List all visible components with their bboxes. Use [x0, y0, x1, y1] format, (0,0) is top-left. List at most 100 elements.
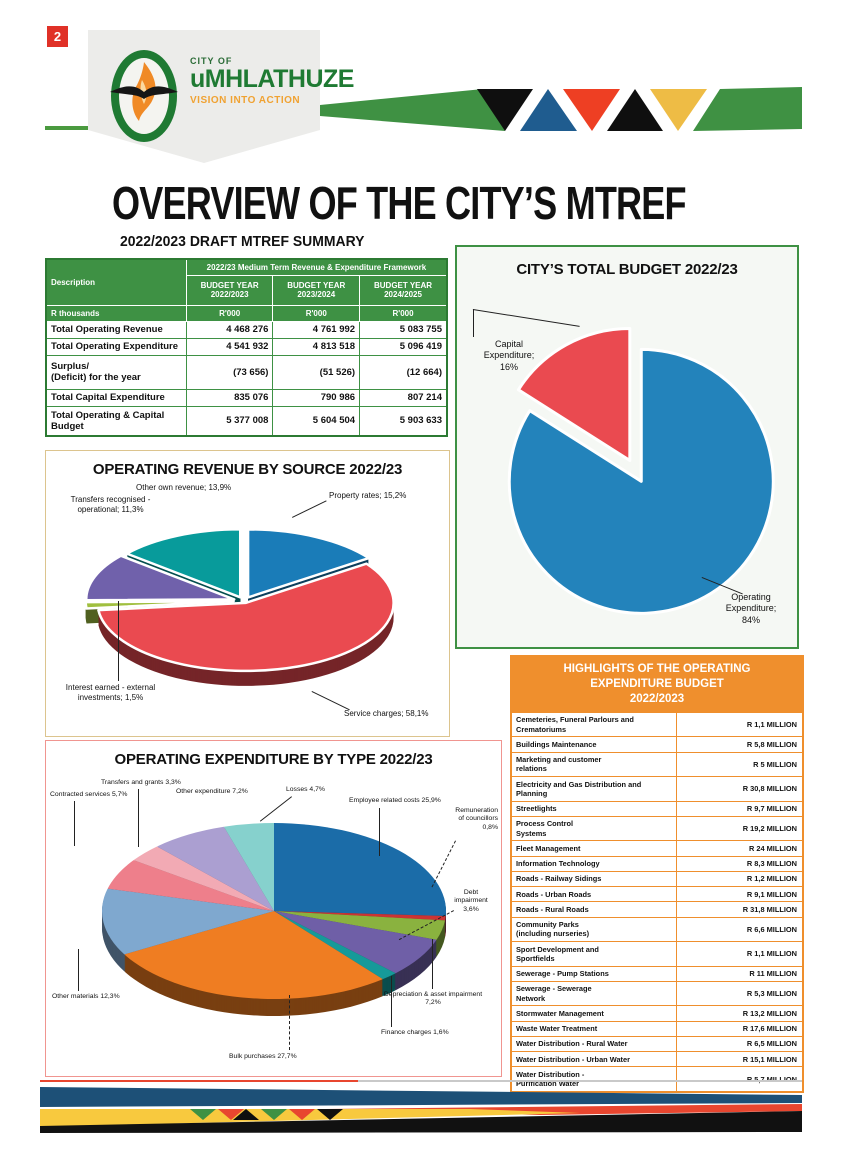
header-green-line [45, 126, 93, 130]
pie-slice [246, 528, 371, 599]
row-value: R 6,5 MILLION [746, 1039, 797, 1049]
pie-slice [274, 911, 396, 980]
cell-value: 4 541 932 [185, 337, 274, 356]
table-row: Buildings Maintenance R 5,8 MILLION [512, 736, 802, 752]
row-label: Marketing and customer relations [512, 752, 677, 777]
cell-value: 790 986 [272, 388, 361, 407]
row-label: Surplus/ (Deficit) for the year [45, 354, 187, 390]
city-budget-chart-box: CITY’S TOTAL BUDGET 2022/23 Capital Expe… [455, 245, 799, 649]
cell-value: 835 076 [185, 388, 274, 407]
row-label: Roads - Rural Roads [512, 902, 677, 917]
cell-value: 5 096 419 [359, 337, 448, 356]
pie-slice [274, 911, 446, 921]
pie-slice [102, 888, 274, 955]
cell-value: (12 664) [359, 354, 448, 390]
summary-table-title: 2022/2023 DRAFT MTREF SUMMARY [120, 233, 365, 250]
table-row: Marketing and customer relations R 5 MILL… [512, 751, 802, 777]
cell-value: 5 377 008 [185, 405, 274, 437]
leader-line [391, 976, 393, 1027]
chart-title: OPERATING REVENUE BY SOURCE 2022/23 [92, 461, 403, 478]
pie-label-other-materials: Other materials 12,3% [52, 993, 120, 1000]
row-label: Cemeteries, Funeral Parlours and Cremato… [512, 712, 677, 737]
summary-unit: R'000 [359, 304, 448, 322]
row-value: R 13,2 MILLION [742, 1008, 797, 1018]
pie-label-remuneration: Remuneration of councillors 0,8% [455, 807, 498, 831]
highlights-title: HIGHLIGHTS OF THE OPERATING EXPENDITURE … [512, 657, 802, 712]
pie-label-bulk-purchases: Bulk purchases 27,7% [229, 1053, 297, 1060]
pie-slice [97, 562, 395, 673]
page-number-badge: 2 [47, 26, 68, 47]
row-label: Process Control Systems [512, 816, 677, 841]
row-label: Roads - Railway Sidings [512, 871, 677, 887]
row-label: Total Operating & Capital Budget [45, 405, 187, 437]
pie-slice [125, 528, 242, 599]
row-value: R 11 MILLION [749, 969, 797, 979]
row-label: Water Distribution - Rural Water [512, 1036, 677, 1052]
logo-text: CITY OF uMHLATHUZE VISION INTO ACTION [190, 56, 354, 107]
pie-label-losses: Losses 4,7% [286, 786, 325, 793]
mtref-summary-table: Description 2022/23 Medium Term Revenue … [45, 258, 448, 437]
table-row: Streetlights R 9,7 MILLION [512, 800, 802, 816]
cell-value: 4 761 992 [272, 320, 361, 339]
logo-tagline: VISION INTO ACTION [190, 95, 301, 107]
footer-banner [40, 1080, 802, 1136]
cell-value: 807 214 [359, 388, 448, 407]
pie-label-property-rates: Property rates; 15,2% [329, 491, 407, 500]
pie-slice [516, 326, 632, 462]
row-value: R 8,3 MILLION [746, 859, 797, 869]
row-label: Water Distribution - Urban Water [512, 1052, 677, 1067]
pie-slice [223, 823, 274, 911]
row-label: Information Technology [512, 856, 677, 871]
pie-label-service-charges: Service charges; 58,1% [344, 709, 429, 718]
leader-line [78, 949, 80, 991]
summary-col-header: BUDGET YEAR 2022/2023 [185, 274, 274, 306]
row-value: R 31,8 MILLION [742, 904, 797, 914]
summary-header-description: Description [45, 258, 187, 306]
leader-line [289, 995, 291, 1050]
expenditure-chart-box: OPERATING EXPENDITURE BY TYPE 2022/23 Co… [45, 740, 502, 1077]
table-row: Water Distribution - Urban Water R 15,1 M… [512, 1051, 802, 1067]
row-label: Sewerage - Pump Stations [512, 966, 677, 981]
cell-value: 4 468 276 [185, 320, 274, 339]
cell-value: (73 656) [185, 354, 274, 390]
revenue-pie-chart [56, 501, 439, 726]
row-label: Buildings Maintenance [512, 737, 677, 752]
pie-label-employee-costs: Employee related costs 25,9% [349, 797, 441, 804]
row-label: Sewerage - Sewerage Network [512, 981, 677, 1006]
row-value: R 1,1 MILLION [746, 949, 797, 959]
pie-label-finance-charges: Finance charges 1,6% [381, 1029, 449, 1036]
row-label: Total Operating Expenditure [45, 337, 187, 356]
row-label: Fleet Management [512, 841, 677, 856]
row-value: R 1,2 MILLION [746, 874, 797, 884]
leader-line [138, 789, 140, 847]
pie-slice [124, 911, 383, 999]
cell-value: 5 903 633 [359, 405, 448, 437]
summary-group-header: 2022/23 Medium Term Revenue & Expenditur… [185, 258, 448, 276]
city-budget-pie-chart [474, 289, 780, 639]
table-row: Roads - Rural Roads R 31,8 MILLION [512, 901, 802, 917]
pie-label-transfers-recognised: Transfers recognised - operational; 11,3… [70, 495, 151, 514]
table-row: Waste Water Treatment R 17,6 MILLION [512, 1020, 802, 1036]
row-value: R 1,1 MILLION [746, 720, 797, 730]
table-row: Fleet Management R 24 MILLION [512, 840, 802, 856]
row-value: R 9,1 MILLION [746, 889, 797, 899]
table-row: Cemeteries, Funeral Parlours and Cremato… [512, 711, 802, 737]
logo-city-of: CITY OF [190, 56, 233, 66]
leader-line [74, 801, 76, 846]
pie-slice [85, 554, 236, 602]
city-logo: CITY OF uMHLATHUZE VISION INTO ACTION [88, 30, 354, 165]
table-row: Water Distribution - Purification Water R… [512, 1066, 802, 1091]
row-value: R 9,7 MILLION [746, 804, 797, 814]
row-label: Electricity and Gas Distribution and Pla… [512, 777, 677, 801]
row-value: R 6,6 MILLION [746, 924, 797, 934]
summary-unit: R'000 [272, 304, 361, 322]
row-value: R 15,1 MILLION [742, 1054, 797, 1064]
summary-col-header: BUDGET YEAR 2024/2025 [359, 274, 448, 306]
row-label: Community Parks (including nurseries) [512, 917, 677, 942]
pie-label-debt-impairment: Debt impairment 3,6% [454, 889, 488, 913]
table-row: Sport Development and Sportfields R 1,1 M… [512, 941, 802, 966]
pie-slice [274, 911, 446, 940]
pie-label-capital-expenditure: Capital Expenditure; 16% [483, 339, 535, 372]
pie-label-interest-earned: Interest earned - external investments; … [65, 683, 156, 702]
